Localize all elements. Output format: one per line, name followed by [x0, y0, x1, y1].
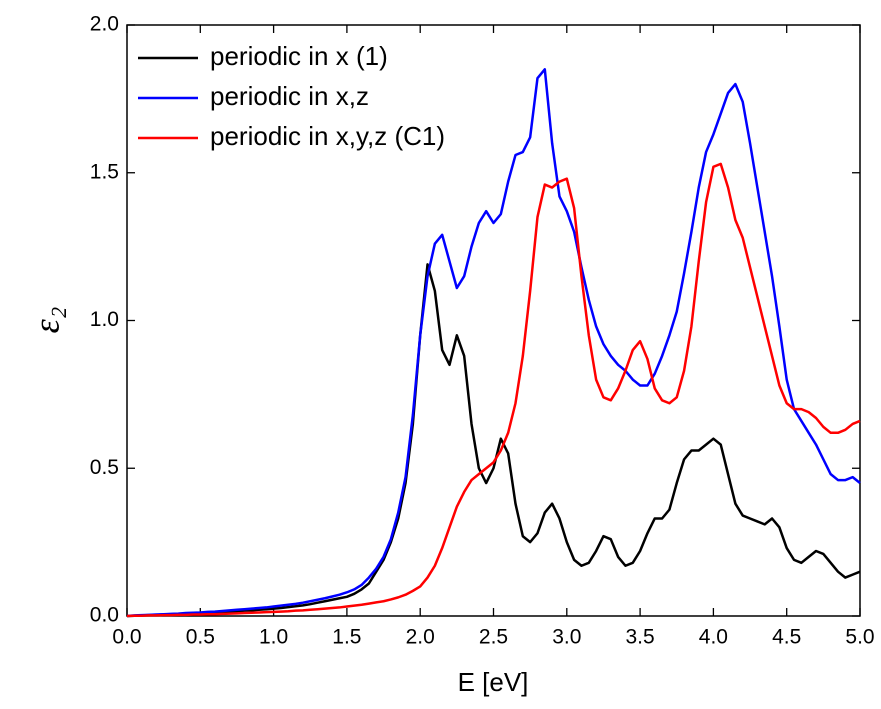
legend-label: periodic in x (1) — [210, 41, 388, 71]
y-tick-label: 1.0 — [90, 308, 119, 331]
plot-frame — [126, 24, 861, 617]
y-tick-label: 2.0 — [90, 13, 119, 36]
x-tick-label: 3.0 — [552, 626, 581, 649]
x-tick-label: 1.5 — [332, 626, 361, 649]
y-axis-label: ε₂ — [26, 307, 66, 334]
x-tick-label: 3.5 — [625, 626, 654, 649]
series-line — [126, 68, 861, 618]
x-tick-label: 0.0 — [112, 626, 141, 649]
y-tick-label: 0.5 — [90, 456, 119, 479]
x-tick-label: 4.0 — [699, 626, 728, 649]
x-tick-label: 5.0 — [845, 626, 874, 649]
y-tick-label: 0.0 — [90, 604, 119, 627]
legend-label: periodic in x,z — [210, 81, 369, 111]
x-tick-label: 2.0 — [406, 626, 435, 649]
series-line — [126, 162, 861, 618]
x-tick-label: 1.0 — [259, 626, 288, 649]
y-tick-label: 1.5 — [90, 160, 119, 183]
x-tick-label: 2.5 — [479, 626, 508, 649]
x-tick-label: 0.5 — [186, 626, 215, 649]
x-axis-label: E [eV] — [458, 667, 529, 697]
legend-label: periodic in x,y,z (C1) — [210, 121, 445, 151]
series-line — [126, 263, 861, 618]
x-tick-label: 4.5 — [772, 626, 801, 649]
